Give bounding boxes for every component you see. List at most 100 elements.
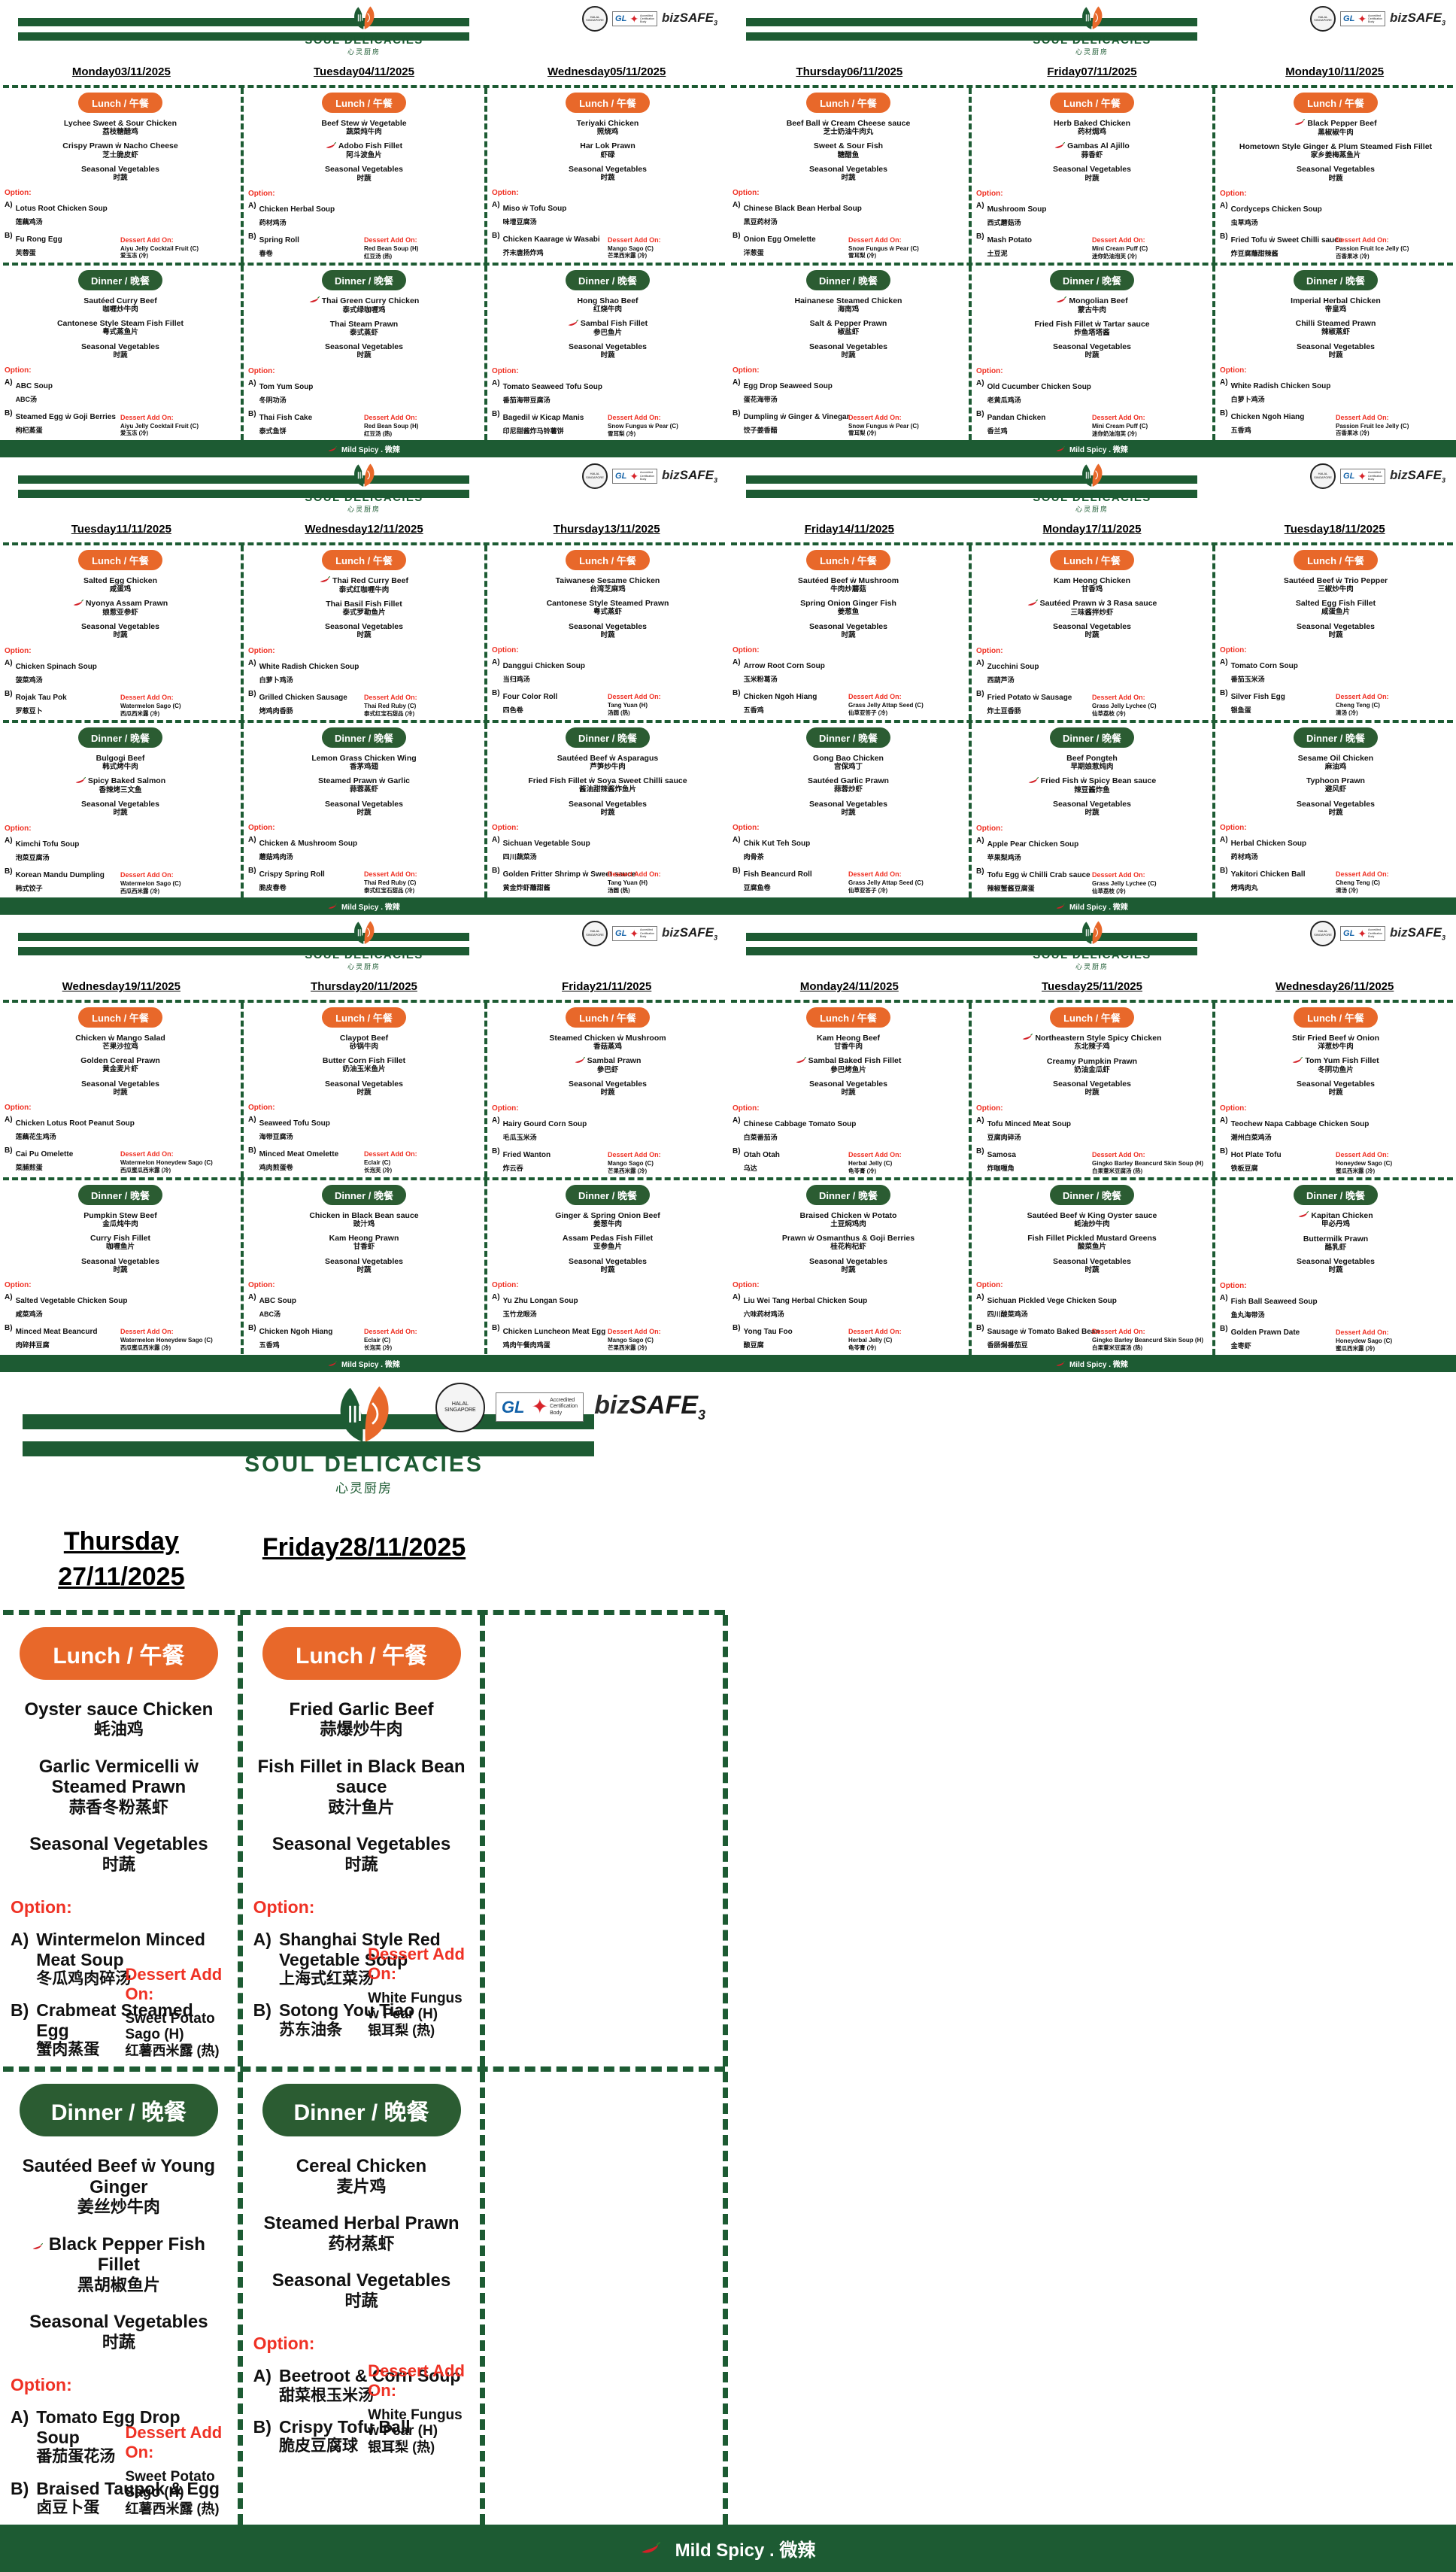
option-item[interactable]: B) Silver Fish Egg 银鱼蛋 xyxy=(1220,689,1451,716)
dinner-pill[interactable]: Dinner / 晚餐 xyxy=(322,1184,406,1205)
option-item[interactable]: B) Crabmeat Steamed Egg 蟹肉蒸蛋 xyxy=(11,2000,227,2059)
option-item[interactable]: B) Sausage ẇ Tomato Baked Bean 香肠焗番茄豆 xyxy=(976,1324,1208,1351)
option-item[interactable]: A) Shanghai Style Red Vegetable Soup 上海式红菜… xyxy=(253,1930,470,1988)
option-item[interactable]: B) Pandan Chicken 香兰鸡 xyxy=(976,410,1208,437)
option-item[interactable]: A) Sichuan Vegetable Soup 四川蔬菜汤 xyxy=(492,836,723,863)
option-item[interactable]: A) Kimchi Tofu Soup 泡菜豆腐汤 xyxy=(5,837,236,864)
option-item[interactable]: B) Thai Fish Cake 泰式鱼饼 xyxy=(248,410,480,437)
option-item[interactable]: B) Grilled Chicken Sausage 烤鸡肉香肠 xyxy=(248,690,480,717)
option-item[interactable]: A) Chicken Spinach Soup 菠菜鸡汤 xyxy=(5,659,236,686)
lunch-pill[interactable]: Lunch / 午餐 xyxy=(1050,549,1134,570)
option-item[interactable]: A) Tofu Minced Meat Soup 豆腐肉碎汤 xyxy=(976,1116,1208,1143)
option-item[interactable]: B) Yakitori Chicken Ball 烤鸡肉丸 xyxy=(1220,867,1451,894)
dinner-pill[interactable]: Dinner / 晚餐 xyxy=(1294,727,1378,748)
dinner-pill[interactable]: Dinner / 晚餐 xyxy=(1050,269,1134,290)
option-item[interactable]: B) Fried Wanton 炸云吞 xyxy=(492,1147,723,1174)
dinner-pill[interactable]: Dinner / 晚餐 xyxy=(1050,1184,1134,1205)
option-item[interactable]: B) Chicken Ngoh Hiang 五香鸡 xyxy=(733,689,964,716)
option-item[interactable]: A) Miso ẇ Tofu Soup 味增豆腐汤 xyxy=(492,201,723,228)
option-item[interactable]: B) Fu Rong Egg 芙蓉蛋 xyxy=(5,232,236,259)
lunch-pill[interactable]: Lunch / 午餐 xyxy=(566,1007,650,1028)
option-item[interactable]: A) Apple Pear Chicken Soup 苹果梨鸡汤 xyxy=(976,837,1208,864)
option-item[interactable]: A) White Radish Chicken Soup 白萝卜鸡汤 xyxy=(248,659,480,686)
option-item[interactable]: A) Salted Vegetable Chicken Soup 咸菜鸡汤 xyxy=(5,1293,236,1320)
option-item[interactable]: B) Braised Taupok & Egg 卤豆卜蛋 xyxy=(11,2479,227,2518)
option-item[interactable]: B) Crispy Tofu Ball 脆皮豆腐球 xyxy=(253,2417,470,2456)
option-item[interactable]: A) Cordyceps Chicken Soup 虫草鸡汤 xyxy=(1220,202,1451,229)
option-item[interactable]: B) Korean Mandu Dumpling 韩式饺子 xyxy=(5,867,236,894)
lunch-pill[interactable]: Lunch / 午餐 xyxy=(78,1007,162,1028)
option-item[interactable]: A) Chik Kut Teh Soup 肉骨茶 xyxy=(733,836,964,863)
lunch-pill[interactable]: Lunch / 午餐 xyxy=(1294,1007,1378,1028)
option-item[interactable]: A) ABC Soup ABC汤 xyxy=(248,1293,480,1320)
option-item[interactable]: B) Chicken Luncheon Meat Egg 鸡肉午餐肉鸡蛋 xyxy=(492,1324,723,1351)
option-item[interactable]: A) Wintermelon Minced Meat Soup 冬瓜鸡肉碎汤 xyxy=(11,1930,227,1988)
lunch-pill[interactable]: Lunch / 午餐 xyxy=(806,1007,890,1028)
option-item[interactable]: B) Chicken Kaarage ẇ Wasabi 芥末唐扬炸鸡 xyxy=(492,232,723,259)
option-item[interactable]: B) Dumpling ẇ Ginger & Vinegar 饺子姜香醋 xyxy=(733,409,964,436)
dinner-pill[interactable]: Dinner / 晚餐 xyxy=(566,269,650,290)
dinner-pill[interactable]: Dinner / 晚餐 xyxy=(566,1184,650,1205)
lunch-pill[interactable]: Lunch / 午餐 xyxy=(262,1626,461,1680)
option-item[interactable]: A) Egg Drop Seaweed Soup 蛋花海带汤 xyxy=(733,378,964,405)
lunch-pill[interactable]: Lunch / 午餐 xyxy=(806,549,890,570)
dinner-pill[interactable]: Dinner / 晚餐 xyxy=(322,727,406,748)
lunch-pill[interactable]: Lunch / 午餐 xyxy=(1294,549,1378,570)
option-item[interactable]: A) Hairy Gourd Corn Soup 毛瓜玉米汤 xyxy=(492,1116,723,1143)
option-item[interactable]: A) Chinese Black Bean Herbal Soup 黑豆药材汤 xyxy=(733,201,964,228)
option-item[interactable]: A) Liu Wei Tang Herbal Chicken Soup 六味药材鸡汤 xyxy=(733,1293,964,1320)
option-item[interactable]: A) Tomato Egg Drop Soup 番茄蛋花汤 xyxy=(11,2407,227,2466)
option-item[interactable]: B) Fried Potato ẇ Sausage 炸土豆香肠 xyxy=(976,690,1208,717)
lunch-pill[interactable]: Lunch / 午餐 xyxy=(322,549,406,570)
option-item[interactable]: A) Lotus Root Chicken Soup 莲藕鸡汤 xyxy=(5,201,236,228)
option-item[interactable]: A) Tomato Seaweed Tofu Soup 番茄海带豆腐汤 xyxy=(492,379,723,406)
option-item[interactable]: A) Mushroom Soup 西式蘑菇汤 xyxy=(976,202,1208,229)
option-item[interactable]: A) Danggui Chicken Soup 当归鸡汤 xyxy=(492,658,723,685)
option-item[interactable]: A) Herbal Chicken Soup 药材鸡汤 xyxy=(1220,836,1451,863)
dinner-pill[interactable]: Dinner / 晚餐 xyxy=(19,2084,218,2137)
option-item[interactable]: A) Chicken Herbal Soup 药材鸡汤 xyxy=(248,202,480,229)
lunch-pill[interactable]: Lunch / 午餐 xyxy=(1050,93,1134,113)
dinner-pill[interactable]: Dinner / 晚餐 xyxy=(322,269,406,290)
lunch-pill[interactable]: Lunch / 午餐 xyxy=(1294,93,1378,113)
dinner-pill[interactable]: Dinner / 晚餐 xyxy=(566,727,650,748)
dinner-pill[interactable]: Dinner / 晚餐 xyxy=(1294,269,1378,290)
lunch-pill[interactable]: Lunch / 午餐 xyxy=(806,93,890,113)
option-item[interactable]: B) Yong Tau Foo 酿豆腐 xyxy=(733,1324,964,1351)
option-item[interactable]: B) Otah Otah 乌达 xyxy=(733,1147,964,1174)
option-item[interactable]: B) Minced Meat Beancurd 肉碎拌豆腐 xyxy=(5,1324,236,1351)
dinner-pill[interactable]: Dinner / 晚餐 xyxy=(78,727,162,748)
option-item[interactable]: A) Chicken Lotus Root Peanut Soup 莲藕花生鸡汤 xyxy=(5,1116,236,1143)
option-item[interactable]: A) Seaweed Tofu Soup 海带豆腐汤 xyxy=(248,1116,480,1143)
option-item[interactable]: B) Chicken Ngoh Hiang 五香鸡 xyxy=(248,1324,480,1351)
option-item[interactable]: B) Steamed Egg ẇ Goji Berries 枸杞蒸蛋 xyxy=(5,409,236,436)
option-item[interactable]: B) Hot Plate Tofu 铁板豆腐 xyxy=(1220,1147,1451,1174)
option-item[interactable]: A) Arrow Root Corn Soup 玉米粉葛汤 xyxy=(733,658,964,685)
dinner-pill[interactable]: Dinner / 晚餐 xyxy=(1050,727,1134,748)
dinner-pill[interactable]: Dinner / 晚餐 xyxy=(78,269,162,290)
lunch-pill[interactable]: Lunch / 午餐 xyxy=(19,1626,218,1680)
option-item[interactable]: A) Fish Ball Seaweed Soup 鱼丸海带汤 xyxy=(1220,1294,1451,1321)
option-item[interactable]: B) Golden Fritter Shrimp ẇ Sweet sauce 黄金炸… xyxy=(492,867,723,894)
option-item[interactable]: B) Golden Prawn Date 金枣虾 xyxy=(1220,1325,1451,1352)
dinner-pill[interactable]: Dinner / 晚餐 xyxy=(78,1184,162,1205)
option-item[interactable]: B) Bagedil ẇ Kicap Manis 印尼甜酱炸马铃薯饼 xyxy=(492,410,723,437)
option-item[interactable]: B) Sotong You Tiao 苏东油条 xyxy=(253,2000,470,2039)
option-item[interactable]: A) ABC Soup ABC汤 xyxy=(5,378,236,405)
option-item[interactable]: A) Yu Zhu Longan Soup 玉竹龙眼汤 xyxy=(492,1293,723,1320)
dinner-pill[interactable]: Dinner / 晚餐 xyxy=(806,269,890,290)
option-item[interactable]: B) Chicken Ngoh Hiang 五香鸡 xyxy=(1220,409,1451,436)
option-item[interactable]: B) Minced Meat Omelette 鸡肉煎蛋卷 xyxy=(248,1146,480,1174)
dinner-pill[interactable]: Dinner / 晚餐 xyxy=(1294,1184,1378,1205)
option-item[interactable]: A) Teochew Napa Cabbage Chicken Soup 潮州白菜鸡… xyxy=(1220,1116,1451,1143)
option-item[interactable]: A) Beetroot & Corn Soup 甜菜根玉米汤 xyxy=(253,2366,470,2405)
lunch-pill[interactable]: Lunch / 午餐 xyxy=(78,93,162,113)
option-item[interactable]: B) Fried Tofu ẇ Sweet Chilli sauce 炸豆腐蘸甜辣酱 xyxy=(1220,232,1451,260)
lunch-pill[interactable]: Lunch / 午餐 xyxy=(1050,1007,1134,1028)
option-item[interactable]: B) Spring Roll 春卷 xyxy=(248,232,480,260)
option-item[interactable]: A) Tom Yum Soup 冬阴功汤 xyxy=(248,379,480,406)
option-item[interactable]: B) Mash Potato 土豆泥 xyxy=(976,232,1208,260)
option-item[interactable]: A) Chicken & Mushroom Soup 蘑菇鸡肉汤 xyxy=(248,836,480,863)
option-item[interactable]: B) Cai Pu Omelette 菜脯煎蛋 xyxy=(5,1146,236,1174)
lunch-pill[interactable]: Lunch / 午餐 xyxy=(322,1007,406,1028)
